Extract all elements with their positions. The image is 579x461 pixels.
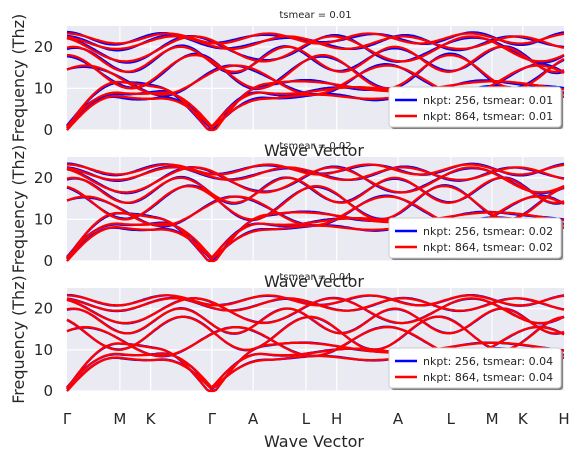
x-tick-label: K (146, 410, 157, 428)
band-line-nkpt864 (66, 297, 565, 325)
band-line-nkpt864 (66, 184, 565, 221)
panel-title: tsmear = 0.04 (279, 272, 351, 283)
x-tick-label: L (447, 410, 456, 428)
panel-title: tsmear = 0.01 (279, 10, 351, 21)
x-axis-label: Wave Vector (264, 272, 364, 291)
x-axis-label: Wave Vector (264, 432, 364, 451)
y-tick-label: 10 (34, 210, 53, 228)
y-tick-label: 0 (43, 121, 53, 139)
x-tick-label: A (248, 410, 259, 428)
legend-entry: nkpt: 256, tsmear: 0.04 (423, 355, 553, 368)
x-tick-label: M (486, 410, 499, 428)
legend: nkpt: 256, tsmear: 0.02 nkpt: 864, tsmear… (388, 217, 563, 260)
x-axis-label: Wave Vector (264, 141, 364, 160)
legend: nkpt: 256, tsmear: 0.01 nkpt: 864, tsmear… (388, 86, 563, 129)
band-line-nkpt864 (66, 53, 565, 90)
legend-box (388, 86, 562, 128)
band-line-nkpt256 (66, 78, 565, 131)
y-tick-label: 20 (34, 38, 53, 56)
band-line-nkpt864 (66, 35, 565, 63)
x-tick-label: K (518, 410, 529, 428)
y-tick-label: 20 (34, 169, 53, 187)
y-axis-label: Frequency (Thz) (9, 275, 28, 404)
y-axis-label: Frequency (Thz) (9, 14, 28, 143)
x-tick-label: A (393, 410, 404, 428)
legend-entry: nkpt: 256, tsmear: 0.02 (423, 225, 553, 238)
y-axis-label: Frequency (Thz) (9, 145, 28, 274)
band-line-nkpt864 (66, 166, 565, 182)
y-tick-label: 10 (34, 79, 53, 97)
legend-entry: nkpt: 864, tsmear: 0.04 (423, 371, 553, 384)
band-line-nkpt864 (66, 166, 565, 194)
band-line-nkpt864 (67, 32, 565, 45)
band-line-nkpt864 (66, 35, 565, 51)
x-tick-label: Γ (63, 410, 72, 428)
panel-1: 0 10 20 tsmear = 0.01 Frequency (Thz) Wave Ve… (9, 10, 565, 160)
panel-2: 0 10 20 tsmear = 0.02 Frequency (Thz) Wave Ve… (9, 141, 565, 291)
y-tick-label: 20 (34, 300, 53, 318)
legend-box (388, 217, 562, 259)
legend-entry: nkpt: 864, tsmear: 0.01 (423, 110, 553, 123)
y-tick-label: 0 (43, 252, 53, 270)
x-tick-label: M (113, 410, 126, 428)
band-line-nkpt864 (66, 176, 565, 204)
legend-box (388, 347, 562, 389)
x-tick-label: Γ (208, 410, 217, 428)
panel-title: tsmear = 0.02 (279, 141, 351, 152)
y-tick-label: 0 (43, 382, 53, 400)
band-line-nkpt864 (66, 294, 565, 307)
band-line-nkpt864 (66, 211, 565, 263)
band-line-nkpt864 (67, 163, 565, 176)
panel-3: 0 10 20 tsmear = 0.04 Frequency (Thz) nkpt: 2… (9, 272, 565, 404)
legend-entry: nkpt: 864, tsmear: 0.02 (423, 241, 553, 254)
band-line-nkpt864 (66, 315, 565, 351)
band-line-nkpt864 (66, 45, 565, 73)
band-line-nkpt864 (66, 297, 565, 312)
x-tick-label: H (558, 410, 569, 428)
y-tick-label: 10 (34, 341, 53, 359)
band-line-nkpt864 (66, 80, 565, 132)
x-tick-label: L (302, 410, 311, 428)
band-line-nkpt864 (66, 307, 565, 335)
legend: nkpt: 256, tsmear: 0.04 nkpt: 864, tsmear… (388, 347, 563, 390)
x-tick-label: H (331, 410, 342, 428)
legend-entry: nkpt: 256, tsmear: 0.01 (423, 94, 553, 107)
